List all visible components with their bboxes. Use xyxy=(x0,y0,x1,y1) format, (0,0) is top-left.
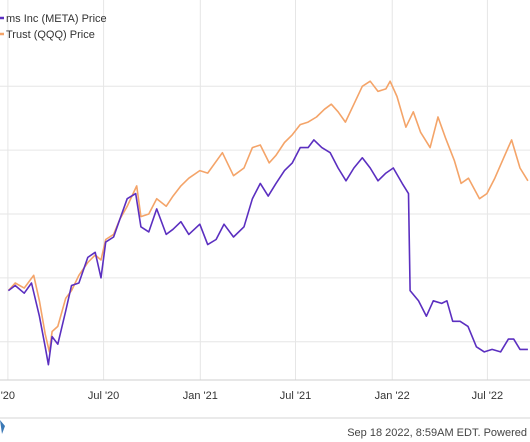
footer-timestamp: Sep 18 2022, 8:59AM EDT. Powered xyxy=(347,427,527,439)
x-tick-label: Jul '21 xyxy=(280,390,311,402)
x-tick-label: Jul '20 xyxy=(88,390,119,402)
x-tick-label: Jan '21 xyxy=(183,390,218,402)
footer: Sep 18 2022, 8:59AM EDT. Powered xyxy=(0,417,530,439)
brand-logo-icon xyxy=(0,420,5,434)
legend: ms Inc (META) Price Trust (QQQ) Price xyxy=(0,13,107,41)
series-line-meta xyxy=(7,139,528,366)
x-axis: '20 Jul '20 Jan '21 Jul '21 Jan '22 Jul '22 xyxy=(1,390,503,402)
x-tick-label: Jul '22 xyxy=(472,390,503,402)
gridlines xyxy=(0,0,530,381)
x-tick-label: Jan '22 xyxy=(375,390,410,402)
legend-label: ms Inc (META) Price xyxy=(6,13,107,25)
series-lines xyxy=(7,80,529,366)
x-tick-label: '20 xyxy=(1,390,15,402)
series-line-qqq xyxy=(7,80,529,353)
legend-label: Trust (QQQ) Price xyxy=(6,29,95,41)
